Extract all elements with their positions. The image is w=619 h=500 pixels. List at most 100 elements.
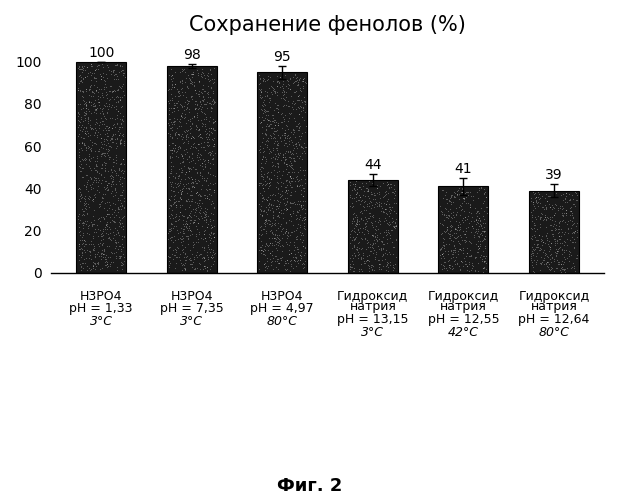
Text: натрия: натрия: [530, 300, 578, 314]
Point: [191, 144, 201, 152]
Point: [91, 126, 101, 134]
Point: [209, 126, 219, 134]
Point: [295, 250, 305, 258]
Point: [165, 85, 175, 93]
Point: [547, 221, 556, 229]
Point: [175, 114, 184, 122]
Point: [544, 260, 554, 268]
Point: [368, 223, 378, 231]
Point: [167, 233, 176, 241]
Point: [530, 213, 540, 221]
Point: [113, 98, 123, 106]
Point: [479, 236, 489, 244]
Point: [282, 256, 292, 264]
Point: [86, 124, 96, 132]
Point: [465, 201, 475, 209]
Point: [266, 124, 276, 132]
Point: [287, 250, 297, 258]
Point: [364, 208, 374, 216]
Point: [277, 153, 287, 161]
Point: [479, 196, 489, 204]
Point: [293, 224, 303, 232]
Point: [194, 228, 204, 236]
Point: [82, 210, 92, 218]
Point: [196, 234, 206, 242]
Point: [280, 126, 290, 134]
Point: [529, 224, 539, 232]
Point: [482, 192, 491, 200]
Point: [262, 169, 272, 177]
Point: [264, 122, 274, 130]
Point: [116, 135, 126, 143]
Point: [203, 156, 213, 164]
Point: [77, 139, 87, 147]
Point: [115, 115, 124, 123]
Point: [108, 130, 118, 138]
Point: [116, 262, 126, 270]
Point: [446, 194, 456, 202]
Point: [565, 196, 575, 204]
Point: [445, 197, 455, 205]
Point: [475, 230, 485, 237]
Text: Н3РО4: Н3РО4: [261, 290, 303, 303]
Point: [201, 100, 211, 108]
Point: [478, 268, 488, 276]
Point: [545, 266, 555, 274]
Point: [86, 60, 96, 68]
Point: [194, 177, 204, 185]
Point: [263, 110, 273, 118]
Text: 42°С: 42°С: [448, 326, 479, 338]
Point: [441, 240, 451, 248]
Point: [300, 215, 310, 223]
Point: [80, 116, 90, 124]
Point: [293, 92, 303, 100]
Point: [91, 86, 101, 94]
Point: [115, 216, 124, 224]
Point: [279, 86, 288, 94]
Point: [117, 214, 127, 222]
Point: [266, 154, 275, 162]
Point: [80, 99, 90, 107]
Point: [292, 234, 301, 241]
Point: [534, 240, 543, 248]
Point: [272, 256, 282, 264]
Point: [259, 148, 269, 156]
Point: [375, 220, 385, 228]
Point: [74, 145, 84, 153]
Point: [115, 252, 124, 260]
Point: [116, 168, 126, 175]
Point: [191, 122, 201, 130]
Point: [542, 197, 552, 205]
Point: [174, 198, 184, 205]
Point: [188, 156, 198, 164]
Point: [101, 228, 111, 236]
Point: [91, 178, 101, 186]
Point: [292, 257, 302, 265]
Point: [534, 192, 543, 200]
Point: [345, 192, 355, 200]
Point: [202, 252, 212, 260]
Point: [176, 122, 186, 130]
Point: [169, 192, 179, 200]
Point: [528, 264, 538, 272]
Point: [179, 260, 189, 268]
Point: [166, 90, 176, 98]
Point: [208, 254, 218, 262]
Point: [278, 224, 288, 232]
Point: [258, 176, 268, 184]
Point: [374, 194, 384, 202]
Point: [88, 262, 98, 270]
Point: [474, 214, 484, 222]
Point: [200, 110, 210, 118]
Point: [279, 92, 288, 100]
Point: [114, 254, 124, 262]
Point: [175, 234, 185, 242]
Point: [173, 172, 183, 180]
Point: [449, 224, 459, 232]
Point: [79, 117, 89, 125]
Point: [282, 265, 292, 273]
Point: [193, 176, 203, 184]
Point: [555, 218, 565, 226]
Point: [471, 216, 481, 224]
Point: [102, 116, 111, 124]
